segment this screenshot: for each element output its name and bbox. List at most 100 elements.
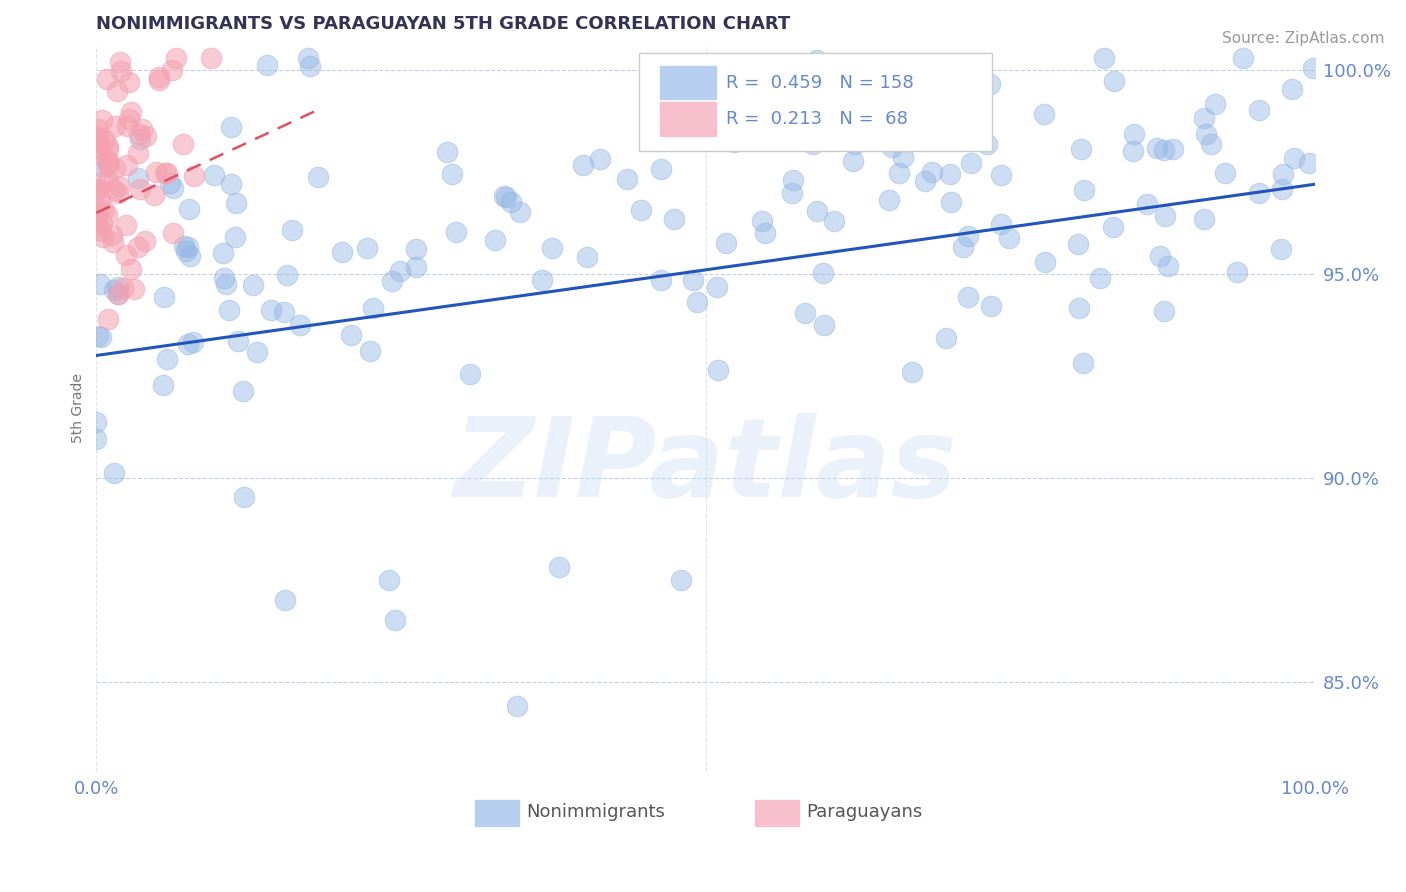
Point (104, 161, 127, 175)
Point (900, 365, 922, 379)
Text: R =  0.459   N = 158: R = 0.459 N = 158 (727, 74, 914, 92)
Point (1088, 271, 1111, 285)
Point (1192, 212, 1215, 227)
Point (135, 128, 157, 143)
Point (97, 173, 120, 187)
Point (1122, 144, 1144, 158)
Point (97, 159, 120, 173)
Point (183, 169, 205, 183)
Point (218, 302, 240, 317)
Point (127, 170, 149, 185)
Point (212, 270, 235, 285)
Point (148, 70, 170, 85)
Point (509, 205, 531, 219)
Point (86, 128, 108, 143)
Point (356, 241, 378, 255)
Point (1035, 255, 1057, 269)
Point (1282, 151, 1305, 165)
Point (165, 51, 187, 65)
Point (935, 331, 957, 345)
Point (405, 242, 427, 256)
Point (1232, 51, 1254, 65)
Point (120, 104, 142, 119)
Point (86, 209, 108, 223)
Point (97, 312, 120, 326)
Point (108, 179, 131, 194)
Point (1033, 106, 1056, 120)
Point (281, 223, 304, 237)
Point (990, 169, 1012, 183)
Point (669, 573, 692, 587)
Point (259, 303, 281, 318)
Point (1226, 265, 1249, 279)
FancyBboxPatch shape (638, 53, 991, 151)
Point (1302, 62, 1324, 76)
Point (105, 84, 128, 98)
Point (93, 202, 115, 217)
Point (530, 273, 553, 287)
Point (181, 335, 204, 350)
Point (444, 225, 467, 239)
Point (361, 301, 384, 315)
Point (959, 156, 981, 170)
Point (1154, 209, 1177, 223)
Point (288, 318, 311, 332)
Point (117, 119, 139, 133)
Point (813, 318, 835, 332)
Point (1070, 142, 1092, 156)
Point (87, 182, 110, 196)
Text: ZIPatlas: ZIPatlas (454, 413, 957, 520)
Point (1146, 141, 1168, 155)
Point (103, 283, 125, 297)
FancyBboxPatch shape (755, 800, 800, 826)
Point (118, 75, 141, 89)
Point (97, 139, 120, 153)
Point (990, 217, 1012, 231)
Point (952, 240, 974, 254)
Point (221, 120, 243, 135)
Point (91, 230, 114, 244)
Point (1071, 356, 1094, 370)
Point (957, 290, 980, 304)
Point (458, 368, 481, 382)
Point (89, 147, 111, 161)
Point (811, 266, 834, 280)
Point (924, 61, 946, 75)
Point (307, 169, 329, 184)
Point (87, 203, 110, 218)
Point (1272, 167, 1295, 181)
Point (880, 140, 903, 154)
Point (1073, 183, 1095, 197)
Point (801, 137, 824, 152)
Point (90, 216, 112, 230)
Point (162, 62, 184, 77)
Point (1123, 127, 1146, 141)
Point (176, 244, 198, 258)
Point (96, 208, 118, 222)
Point (823, 214, 845, 228)
Point (492, 188, 515, 202)
Point (200, 51, 222, 65)
Point (274, 593, 297, 607)
FancyBboxPatch shape (475, 800, 519, 826)
FancyBboxPatch shape (661, 103, 717, 136)
Point (754, 227, 776, 241)
Point (226, 334, 249, 349)
Point (148, 73, 170, 87)
Point (152, 377, 174, 392)
Point (505, 699, 527, 714)
Point (86, 183, 108, 197)
Point (127, 240, 149, 254)
Point (97, 155, 120, 169)
Point (630, 203, 652, 218)
Point (921, 164, 943, 178)
Point (143, 188, 166, 202)
Point (484, 234, 506, 248)
Point (941, 194, 963, 209)
Point (225, 196, 247, 211)
Point (1194, 111, 1216, 125)
Point (118, 112, 141, 127)
Point (242, 278, 264, 293)
Point (844, 136, 866, 151)
Point (845, 92, 868, 106)
